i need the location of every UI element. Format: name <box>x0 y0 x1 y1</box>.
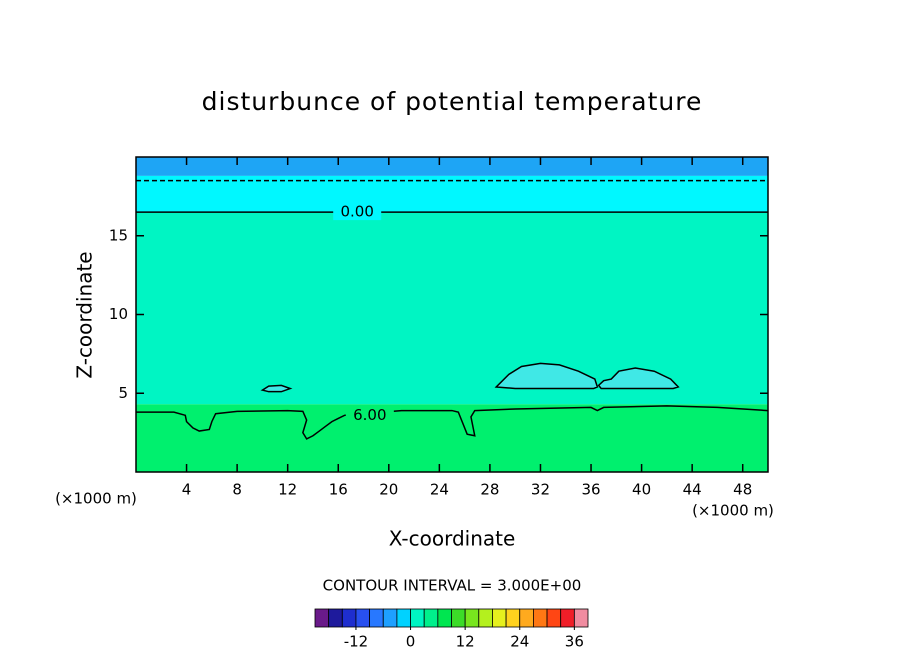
colorbar-cell <box>464 608 480 628</box>
colorbar-cell <box>369 608 384 628</box>
colorbar-cell <box>519 608 534 628</box>
colorbar-tick-label: 0 <box>406 633 416 651</box>
x-tick-label: 4 <box>182 481 192 499</box>
x-unit-label: (×1000 m) <box>692 502 774 520</box>
x-tick-label: 28 <box>480 481 499 499</box>
colorbar-cell <box>423 608 439 628</box>
x-axis-label: X-coordinate <box>389 527 516 551</box>
colorbar-title: CONTOUR INTERVAL = 3.000E+00 <box>323 577 582 595</box>
contour-label-bg <box>333 204 382 221</box>
x-tick-label: 20 <box>379 481 398 499</box>
colorbar-cell <box>560 608 575 628</box>
colorbar-cell <box>341 608 357 628</box>
colorbar-cell <box>382 608 398 628</box>
fill-band <box>136 404 768 472</box>
x-tick-label: 44 <box>683 481 702 499</box>
x-tick-label: 40 <box>632 481 651 499</box>
colorbar-tick-label: 24 <box>510 633 529 651</box>
colorbar-cell <box>573 608 589 628</box>
colorbar-cell <box>505 608 521 628</box>
contour-label: 0.00 <box>340 203 373 221</box>
x-unit-label: (×1000 m) <box>55 490 137 508</box>
colorbar-cell <box>437 608 452 628</box>
contour-line <box>597 367 680 390</box>
x-tick-label: 16 <box>329 481 348 499</box>
fill-band <box>136 175 768 213</box>
contour-label-bg <box>345 407 394 424</box>
chart-title: disturbunce of potential temperature <box>202 87 703 116</box>
x-tick-label: 12 <box>278 481 297 499</box>
contour-label: 6.00 <box>353 406 386 424</box>
fill-band <box>136 157 768 176</box>
colorbar-cell <box>478 608 493 628</box>
contour-line <box>136 405 769 440</box>
contour-line <box>494 362 599 390</box>
y-tick-label: 5 <box>118 384 128 402</box>
colorbar-tick-label: 12 <box>456 633 475 651</box>
x-tick-label: 24 <box>430 481 449 499</box>
colorbar-cell <box>546 608 562 628</box>
colorbar-tick-label: -12 <box>344 633 369 651</box>
colorbar-cell <box>355 608 371 628</box>
colorbar-cell <box>492 608 507 628</box>
fill-band <box>136 212 768 405</box>
colorbar-cell <box>410 608 425 628</box>
colorbar-cell <box>328 608 343 628</box>
colorbar-cell <box>314 608 330 628</box>
colorbar-tick-label: 36 <box>565 633 584 651</box>
x-tick-label: 32 <box>531 481 550 499</box>
colorbar-cell <box>533 608 548 628</box>
contour-line <box>260 384 293 393</box>
x-tick-label: 48 <box>733 481 752 499</box>
colorbar-cell <box>451 608 466 628</box>
colorbar-cell <box>396 608 411 628</box>
x-tick-label: 36 <box>581 481 600 499</box>
x-tick-label: 8 <box>232 481 242 499</box>
y-tick-label: 10 <box>109 305 128 323</box>
y-axis-label: Z-coordinate <box>73 251 97 378</box>
y-tick-label: 15 <box>109 226 128 244</box>
